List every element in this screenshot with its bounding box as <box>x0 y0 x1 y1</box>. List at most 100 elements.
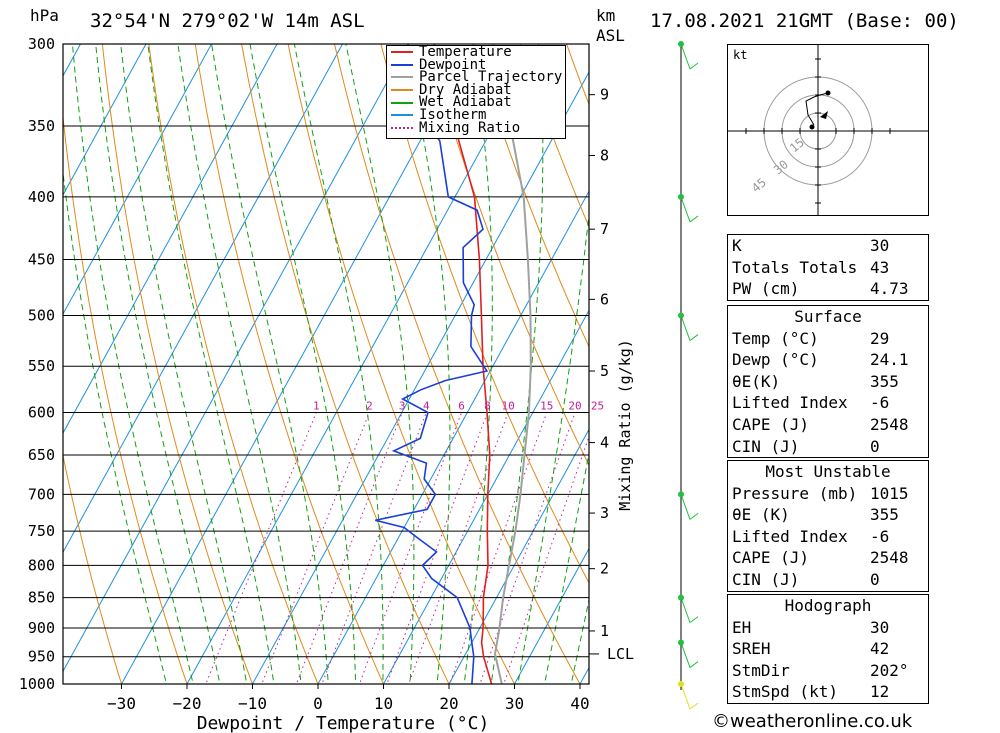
dry-adiabat-line <box>473 44 589 348</box>
hodograph-param-row: SREH 42 <box>728 638 928 660</box>
isotherm-line <box>317 190 589 684</box>
mixing-ratio-axis-label: Mixing Ratio (g/kg) <box>616 339 634 511</box>
lcl-label: LCL <box>607 645 634 663</box>
isotherm-line <box>63 44 344 554</box>
pressure-tick-label: 450 <box>28 251 55 269</box>
legend-label: Isotherm <box>419 106 487 123</box>
wet-adiabat-line <box>570 597 589 684</box>
height-tick-label: 5 <box>600 362 609 380</box>
surface-value: 24.1 <box>870 350 909 370</box>
legend-swatch <box>391 89 413 92</box>
wind-barb <box>680 494 699 520</box>
legend-entry: Mixing Ratio <box>387 119 565 136</box>
dewpoint-profile <box>375 44 489 684</box>
surface-value: 0 <box>870 436 880 456</box>
hodograph: kt 15 30 45 <box>727 44 929 216</box>
wet-adiabat-line <box>147 44 275 684</box>
legend-entry: Isotherm <box>387 106 565 123</box>
most-unstable-row: θE (K) 355 <box>728 504 928 526</box>
most-unstable-label: CIN (J) <box>732 569 800 589</box>
surface-row: Dewp (°C) 24.1 <box>728 349 928 371</box>
index-value: 30 <box>870 236 890 255</box>
dry-adiabat-line <box>963 7 1000 710</box>
most-unstable-row: Lifted Index -6 <box>728 526 928 548</box>
mixing-ratio-line <box>503 435 589 684</box>
temperature-tick-label: 20 <box>439 694 458 713</box>
mixing-ratio-label: 8 <box>484 399 491 412</box>
legend-swatch <box>391 126 413 129</box>
hodograph-param-label: StmSpd (kt) <box>732 682 838 702</box>
pressure-isobars <box>63 43 589 685</box>
legend-label: Parcel Trajectory <box>419 69 563 86</box>
hodograph-table-title: Hodograph <box>784 596 872 615</box>
isotherm-line <box>63 44 409 673</box>
most-unstable-label: CAPE (J) <box>732 548 810 568</box>
x-axis-label: Dewpoint / Temperature (°C) <box>197 713 490 733</box>
legend-swatch <box>391 101 413 104</box>
wet-adiabat-line <box>177 44 302 684</box>
legend-swatch <box>391 51 413 54</box>
mixing-ratio-label: 4 <box>423 399 430 412</box>
mixing-ratio-label: 1 <box>313 399 320 412</box>
wet-adiabat-line <box>463 44 493 684</box>
station-location: 32°54'N 279°02'W 14m ASL <box>90 10 365 32</box>
wind-barb <box>680 43 699 70</box>
pressure-tick-label: 350 <box>28 117 55 135</box>
credit-text: ©weatheronline.co.uk <box>712 711 913 732</box>
mixing-ratio-label: 25 <box>591 399 604 412</box>
wind-barb <box>680 683 699 710</box>
most-unstable-value: 0 <box>870 569 880 589</box>
surface-label: CIN (J) <box>732 436 800 456</box>
surface-label: CAPE (J) <box>732 414 810 434</box>
most-unstable-value: -6 <box>870 526 890 546</box>
most-unstable-label: Pressure (mb) <box>732 483 858 503</box>
pressure-tick-label: 300 <box>28 35 55 53</box>
pressure-tick-label: 900 <box>28 619 55 637</box>
hodograph-param-value: 12 <box>870 682 890 702</box>
pressure-tick-label: 400 <box>28 188 55 206</box>
isotherm-line <box>513 547 589 684</box>
index-label: K <box>732 236 742 255</box>
most-unstable-row: CIN (J) 0 <box>728 569 928 591</box>
surface-table: Surface Temp (°C) 29 Dewp (°C) 24.1 θE(K) 355… <box>727 305 929 459</box>
legend-entry: Temperature <box>387 45 565 59</box>
surface-row: CIN (J) 0 <box>728 436 928 458</box>
temperature-profile <box>433 44 494 684</box>
hodograph-param-row: StmSpd (kt) 12 <box>728 681 928 703</box>
height-tick-label: 3 <box>600 504 609 522</box>
temperature-tick-label: 10 <box>374 694 393 713</box>
dry-adiabat-line <box>194 44 385 684</box>
pressure-tick-label: 1000 <box>19 675 55 693</box>
most-unstable-label: Lifted Index <box>732 526 848 546</box>
hodograph-param-value: 42 <box>870 639 890 659</box>
surface-title: Surface <box>794 307 862 326</box>
wet-adiabat-line <box>293 44 384 684</box>
hodograph-param-value: 30 <box>870 617 890 637</box>
index-label: PW (cm) <box>732 279 800 299</box>
hodograph-ring-label: 30 <box>771 157 791 177</box>
legend-swatch <box>391 114 413 117</box>
surface-label: Temp (°C) <box>732 328 819 348</box>
dry-adiabat-line <box>333 44 581 684</box>
pressure-unit: hPa <box>30 6 59 25</box>
mixing-ratio-label: 2 <box>366 399 373 412</box>
legend-entry: Dry Adiabat <box>387 83 565 97</box>
temperature-tick-label: −20 <box>173 694 202 713</box>
legend-label: Mixing Ratio <box>419 119 521 136</box>
pressure-tick-label: 650 <box>28 446 55 464</box>
pressure-tick-label: 700 <box>28 485 55 503</box>
most-unstable-title: Most Unstable <box>765 462 891 481</box>
mixing-ratio-label: 3 <box>399 399 406 412</box>
hodograph-table: Hodograph EH 30 SREH 42 StmDir 202° StmSpd (kt… <box>727 594 929 704</box>
hodograph-unit: kt <box>733 48 747 62</box>
surface-label: θE(K) <box>732 371 781 391</box>
dry-adiabat-line <box>426 44 589 467</box>
wet-adiabat-line <box>211 44 329 684</box>
dry-adiabat-line <box>101 44 254 684</box>
index-row: K 30 <box>728 235 928 257</box>
dry-adiabat-line <box>519 44 589 228</box>
wet-adiabat-line <box>249 44 357 684</box>
pressure-tick-label: 950 <box>28 648 55 666</box>
surface-value: 355 <box>870 371 899 391</box>
wind-barb <box>680 597 699 624</box>
